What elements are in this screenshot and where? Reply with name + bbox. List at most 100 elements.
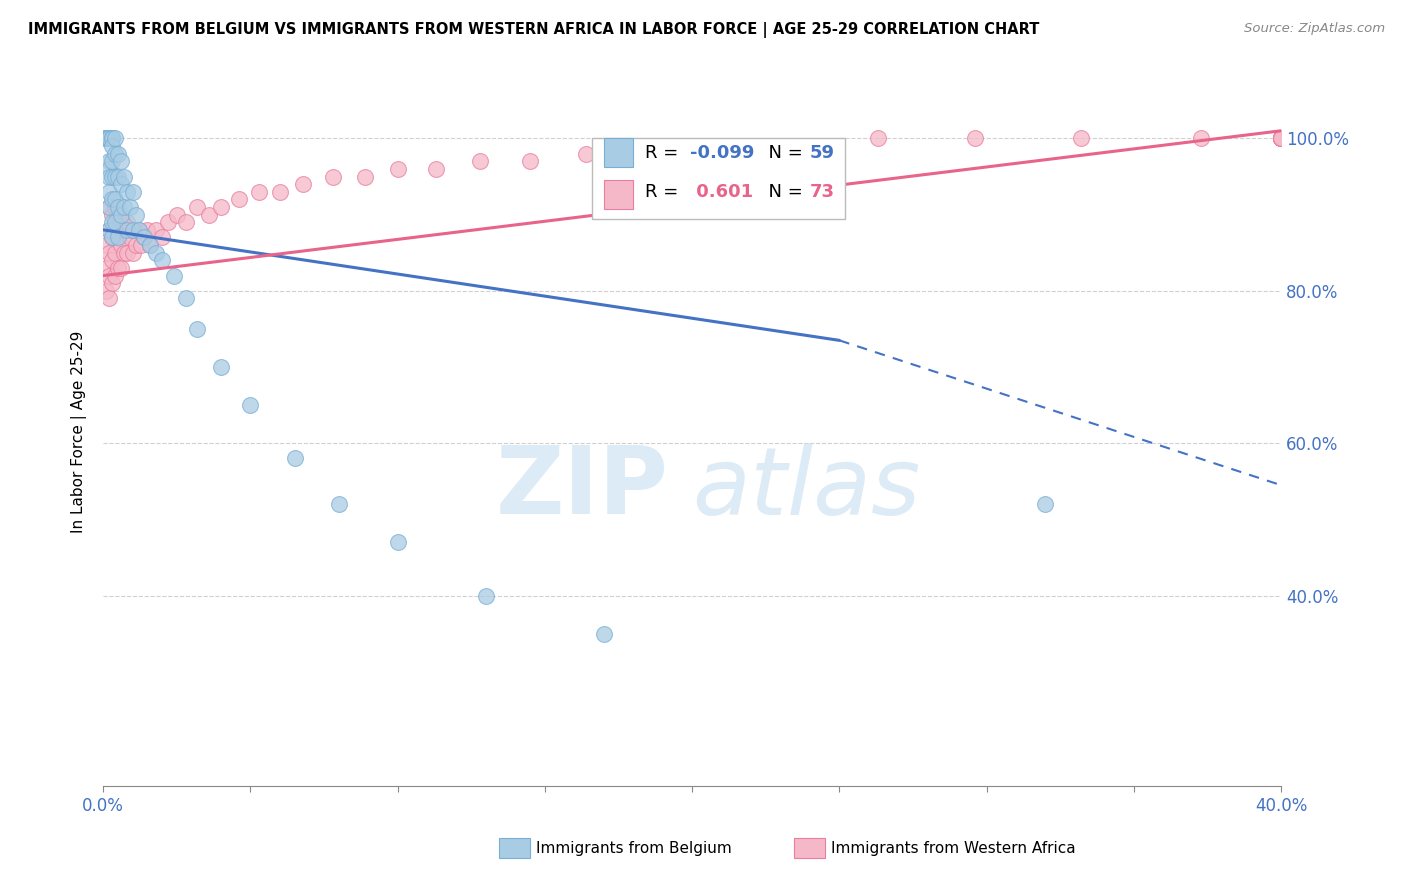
Point (1270, 131, 1292, 145)
Point (174, 292, 197, 306)
Point (96, 238, 118, 252)
Point (387, 161, 409, 176)
Point (115, 185, 138, 199)
Point (107, 208, 129, 222)
Point (354, 169, 377, 184)
Point (121, 185, 143, 199)
Text: R =: R = (645, 183, 683, 201)
Point (1070, 131, 1092, 145)
Point (101, 139, 124, 153)
Point (1191, 131, 1213, 145)
FancyBboxPatch shape (603, 180, 633, 209)
Point (134, 230, 156, 244)
Text: Immigrants from Western Africa: Immigrants from Western Africa (831, 841, 1076, 855)
Point (136, 223, 159, 237)
Point (101, 230, 124, 244)
Point (121, 245, 143, 260)
Point (115, 245, 138, 260)
Point (186, 200, 208, 214)
Point (104, 223, 127, 237)
Point (239, 398, 262, 412)
Point (1270, 131, 1292, 145)
Point (145, 223, 167, 237)
Point (110, 238, 132, 252)
Point (104, 215, 127, 229)
Point (101, 276, 124, 290)
Point (104, 131, 127, 145)
Point (328, 497, 350, 511)
Point (98, 131, 121, 145)
Bar (794, 838, 825, 858)
Point (150, 253, 173, 268)
Point (98, 154, 121, 169)
Point (322, 169, 344, 184)
Text: N =: N = (756, 144, 808, 161)
Text: atlas: atlas (692, 443, 921, 534)
Point (101, 253, 124, 268)
Point (284, 451, 307, 466)
Point (98, 245, 121, 260)
Point (96, 131, 118, 145)
Point (98, 268, 121, 283)
Point (163, 268, 186, 283)
Point (115, 215, 138, 229)
Point (139, 238, 162, 252)
Point (247, 185, 270, 199)
Point (592, 626, 614, 640)
Point (704, 139, 727, 153)
Point (228, 193, 250, 207)
Point (101, 208, 124, 222)
Point (150, 230, 173, 244)
Text: -0.099: -0.099 (690, 144, 754, 161)
Point (104, 200, 127, 214)
Point (107, 146, 129, 161)
Point (101, 215, 124, 229)
Point (1270, 131, 1292, 145)
Point (98, 200, 121, 214)
Point (96, 131, 118, 145)
Y-axis label: In Labor Force | Age 25-29: In Labor Force | Age 25-29 (72, 331, 87, 533)
Point (98, 223, 121, 237)
Point (387, 535, 409, 549)
Point (110, 154, 132, 169)
Point (96, 284, 118, 298)
FancyBboxPatch shape (603, 138, 633, 167)
Point (468, 154, 491, 169)
Point (104, 146, 127, 161)
Point (425, 161, 447, 176)
Text: ZIP: ZIP (496, 442, 668, 534)
Point (1270, 131, 1292, 145)
Point (186, 322, 208, 336)
Bar (499, 838, 530, 858)
Point (101, 131, 124, 145)
Point (96, 131, 118, 145)
Text: N =: N = (756, 183, 808, 201)
Point (98, 292, 121, 306)
Point (1270, 131, 1292, 145)
FancyBboxPatch shape (592, 137, 845, 219)
Point (575, 146, 598, 161)
Point (134, 230, 156, 244)
Point (475, 589, 498, 603)
Point (131, 238, 153, 252)
Point (110, 177, 132, 191)
Point (98, 131, 121, 145)
Point (1270, 131, 1292, 145)
Point (1035, 497, 1057, 511)
Point (866, 131, 889, 145)
Point (166, 208, 188, 222)
Point (118, 200, 141, 214)
Point (124, 238, 146, 252)
Point (104, 268, 127, 283)
Point (174, 215, 197, 229)
Point (198, 208, 221, 222)
Point (1270, 131, 1292, 145)
Point (112, 245, 135, 260)
Point (209, 200, 232, 214)
Point (112, 169, 135, 184)
Point (96, 260, 118, 275)
Point (156, 215, 179, 229)
Point (101, 131, 124, 145)
Point (98, 161, 121, 176)
Point (98, 200, 121, 214)
